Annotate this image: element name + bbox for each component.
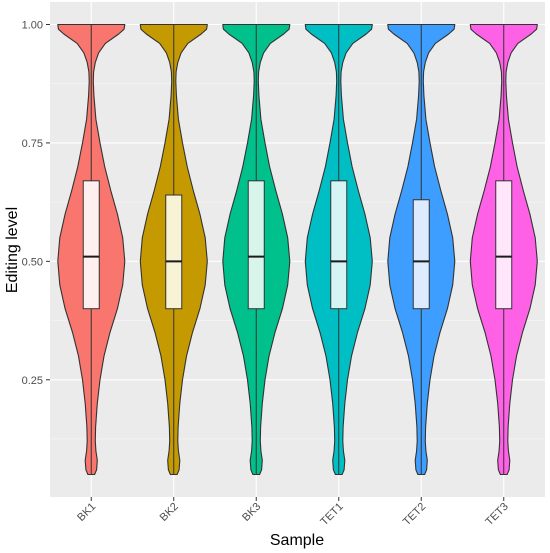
x-tick-label: TET2 xyxy=(401,501,429,529)
y-axis-title: Editing level xyxy=(4,207,21,293)
box-tet2 xyxy=(412,199,430,310)
box-tet3 xyxy=(495,180,513,310)
x-tick-label: BK1 xyxy=(75,501,98,524)
y-tick-label: 0.75 xyxy=(22,138,43,150)
y-tick-label: 0.25 xyxy=(22,375,43,387)
boxplots xyxy=(82,24,513,475)
x-tick-label: TET1 xyxy=(318,501,346,529)
x-axis-title: Sample xyxy=(270,532,324,549)
box-tet1 xyxy=(330,180,348,310)
box-bk1 xyxy=(82,180,100,310)
grid-minor xyxy=(50,83,545,440)
x-axis: BK1 BK2 BK3 TET1 TET2 TET3 xyxy=(75,497,511,528)
x-tick-label: TET3 xyxy=(483,501,511,529)
x-tick-label: BK3 xyxy=(240,501,263,524)
panel-background xyxy=(50,2,545,497)
y-tick-label: 0.50 xyxy=(22,256,43,268)
x-tick-label: BK2 xyxy=(158,501,181,524)
y-tick-label: 1.00 xyxy=(22,20,43,32)
box-bk3 xyxy=(247,180,265,310)
box-bk2 xyxy=(165,194,183,310)
y-axis: 0.25 0.50 0.75 1.00 xyxy=(22,20,50,387)
